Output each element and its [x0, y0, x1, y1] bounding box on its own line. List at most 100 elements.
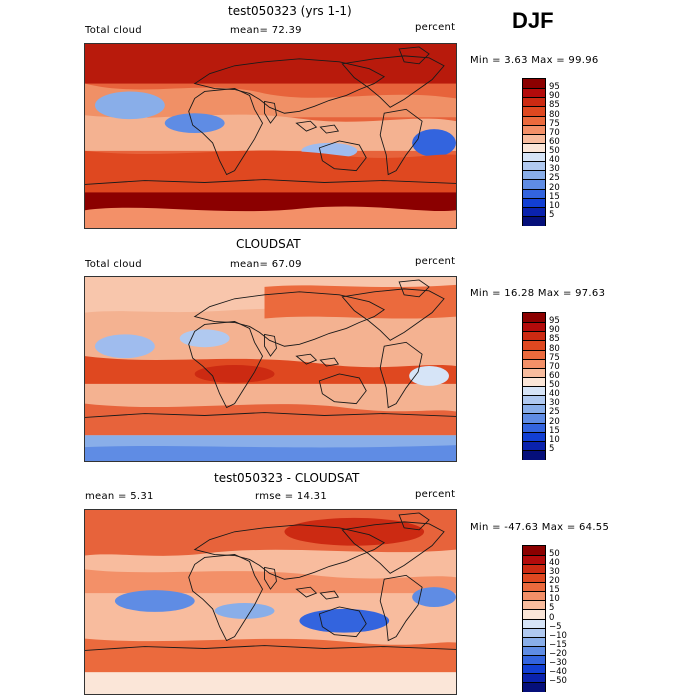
colorbar-swatch — [523, 206, 545, 217]
panel-3-title: test050323 - CLOUDSAT — [214, 471, 360, 485]
panel-2-mean: mean= 67.09 — [230, 259, 302, 270]
colorbar-label: 15 — [549, 191, 560, 202]
panel-2-units: percent — [415, 256, 456, 267]
colorbar-swatch — [523, 636, 545, 647]
colorbar-label: 85 — [549, 334, 560, 345]
colorbar-swatch — [523, 582, 545, 593]
colorbar-swatch — [523, 358, 545, 369]
colorbar-swatch — [523, 395, 545, 406]
colorbar-label: −30 — [549, 657, 567, 668]
colorbar-label: 80 — [549, 343, 560, 354]
panel-3-map — [84, 509, 457, 695]
colorbar-label: 30 — [549, 164, 560, 175]
colorbar-swatch — [523, 161, 545, 172]
colorbar-label: 60 — [549, 370, 560, 381]
colorbar-label: 80 — [549, 109, 560, 120]
colorbar-label: 50 — [549, 146, 560, 156]
colorbar-label: −5 — [549, 621, 562, 632]
colorbar-label: 50 — [549, 380, 560, 390]
colorbar-swatch — [523, 215, 545, 226]
colorbar-swatch — [523, 573, 545, 584]
panel-1-mean: mean= 72.39 — [230, 25, 302, 36]
colorbar-swatch — [523, 124, 545, 135]
colorbar-label: 95 — [549, 82, 560, 93]
colorbar-swatch — [523, 654, 545, 665]
colorbar-label: 30 — [549, 398, 560, 409]
colorbar-label: 5 — [549, 209, 555, 220]
colorbar-swatch — [523, 106, 545, 117]
panel-3-units: percent — [415, 489, 456, 500]
panel-2-title: CLOUDSAT — [236, 237, 301, 251]
colorbar-label: 10 — [549, 200, 560, 211]
panel-3-colorbar: 50 40 30 20 15 10 5 0 −5 −10 −15 −20 −30 −40 −50 — [522, 545, 567, 692]
colorbar-label: 90 — [549, 91, 560, 102]
colorbar-swatch — [523, 367, 545, 378]
colorbar-swatch — [523, 672, 545, 683]
colorbar-swatch — [523, 115, 545, 126]
colorbar-label: 20 — [549, 416, 560, 427]
panel-1-title: test050323 (yrs 1-1) — [228, 4, 352, 18]
colorbar-label: −15 — [549, 639, 567, 650]
colorbar-swatch — [523, 376, 545, 387]
colorbar-label: 30 — [549, 567, 560, 578]
colorbar-label: 85 — [549, 100, 560, 111]
colorbar-swatch — [523, 313, 545, 323]
panel-1-minmax: Min = 3.63 Max = 99.96 — [470, 55, 599, 66]
colorbar-swatch — [523, 188, 545, 199]
panel-1-colorbar: 95 90 85 80 75 70 60 50 40 30 25 20 15 10 5 — [522, 78, 560, 226]
colorbar-swatch — [523, 546, 545, 556]
colorbar-swatch — [523, 404, 545, 415]
colorbar-label: −10 — [549, 630, 567, 641]
colorbar-label: −50 — [549, 675, 567, 686]
colorbar-swatch — [523, 422, 545, 433]
colorbar-label: 95 — [549, 316, 560, 327]
colorbar-label: −40 — [549, 666, 567, 677]
colorbar-label: 15 — [549, 425, 560, 436]
colorbar-swatch — [523, 349, 545, 360]
colorbar-swatch — [523, 322, 545, 333]
colorbar-swatch — [523, 591, 545, 602]
panel-1-variable: Total cloud — [85, 25, 142, 36]
colorbar-swatch — [523, 627, 545, 638]
colorbar-label: 20 — [549, 182, 560, 193]
panel-3-minmax: Min = -47.63 Max = 64.55 — [470, 522, 610, 533]
colorbar-swatch — [523, 386, 545, 397]
colorbar-swatch — [523, 152, 545, 163]
colorbar-label: 70 — [549, 127, 560, 138]
colorbar-swatch — [523, 645, 545, 656]
panel-3-rmse: rmse = 14.31 — [255, 491, 328, 502]
colorbar-swatch — [523, 663, 545, 674]
colorbar-swatch — [523, 600, 545, 611]
colorbar-label: 25 — [549, 407, 560, 418]
colorbar-swatch — [523, 609, 545, 620]
colorbar-swatch — [523, 555, 545, 566]
colorbar-label: 60 — [549, 136, 560, 147]
colorbar-label: 0 — [549, 612, 555, 623]
panel-2-map — [84, 276, 457, 462]
colorbar-swatch — [523, 331, 545, 342]
colorbar-label: 75 — [549, 352, 560, 363]
colorbar-swatch — [523, 449, 545, 460]
colorbar-swatch — [523, 79, 545, 89]
colorbar-label: 40 — [549, 389, 560, 400]
colorbar-label: −20 — [549, 648, 567, 659]
colorbar-label: 5 — [549, 603, 555, 614]
colorbar-label: 90 — [549, 325, 560, 336]
colorbar-label: 40 — [549, 155, 560, 166]
colorbar-label: 40 — [549, 558, 560, 569]
season-label: DJF — [512, 8, 554, 33]
colorbar-label: 25 — [549, 173, 560, 184]
colorbar-swatch — [523, 564, 545, 575]
colorbar-swatch — [523, 142, 545, 153]
colorbar-swatch — [523, 97, 545, 108]
colorbar-swatch — [523, 88, 545, 99]
colorbar-label: 10 — [549, 434, 560, 445]
colorbar-swatch — [523, 431, 545, 442]
panel-1-units: percent — [415, 22, 456, 33]
colorbar-swatch — [523, 681, 545, 692]
panel-2-colorbar: 95 90 85 80 75 70 60 50 40 30 25 20 15 10 5 — [522, 312, 560, 460]
colorbar-label: 15 — [549, 585, 560, 596]
colorbar-swatch — [523, 179, 545, 190]
colorbar-label: 75 — [549, 118, 560, 129]
colorbar-swatch — [523, 170, 545, 181]
